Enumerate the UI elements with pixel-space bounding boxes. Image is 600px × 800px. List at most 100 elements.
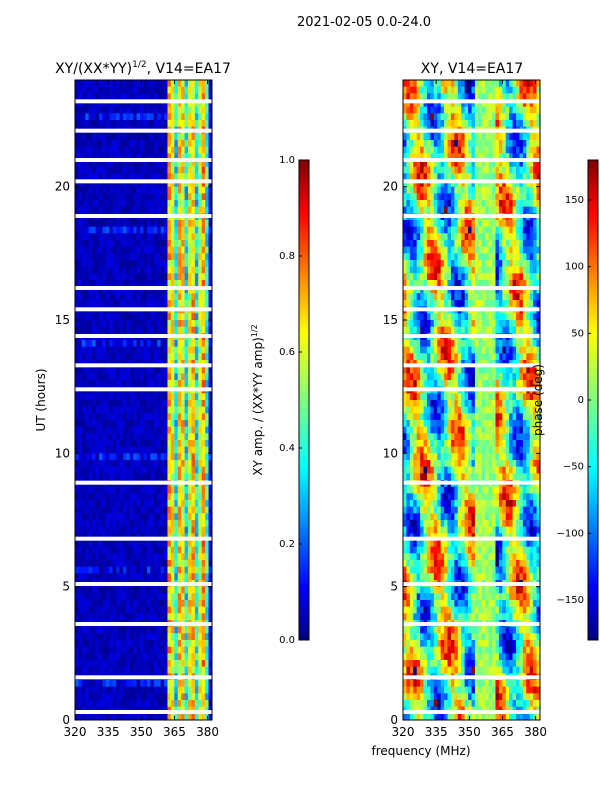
heatmap-cell	[516, 106, 520, 114]
flagged-gap	[75, 99, 212, 104]
heatmap-cell	[201, 226, 206, 234]
heatmap-cell	[191, 600, 196, 608]
heatmap-cell	[143, 160, 148, 168]
heatmap-cell	[95, 266, 100, 274]
heatmap-cell	[157, 646, 162, 654]
heatmap-cell	[150, 653, 155, 661]
heatmap-cell	[92, 140, 97, 148]
heatmap-cell	[447, 246, 452, 254]
heatmap-cell	[102, 86, 107, 94]
heatmap-cell	[160, 586, 165, 594]
heatmap-cell	[109, 286, 114, 294]
heatmap-cell	[95, 513, 100, 521]
heatmap-cell	[102, 293, 107, 301]
heatmap-cell	[464, 146, 469, 154]
heatmap-cell	[78, 433, 83, 441]
heatmap-cell	[119, 640, 124, 648]
heatmap-cell	[495, 133, 500, 141]
heatmap-cell	[88, 286, 93, 294]
heatmap-cell	[444, 120, 449, 128]
heatmap-cell	[201, 646, 206, 654]
heatmap-cell	[194, 713, 199, 720]
heatmap-cell	[174, 633, 179, 641]
heatmap-cell	[98, 206, 103, 214]
heatmap-cell	[75, 660, 79, 668]
heatmap-cell	[88, 426, 93, 434]
heatmap-cell	[170, 273, 175, 281]
heatmap-cell	[509, 240, 514, 248]
heatmap-cell	[116, 220, 121, 228]
heatmap-cell	[167, 593, 172, 601]
heatmap-cell	[474, 166, 479, 174]
heatmap-cell	[146, 100, 151, 108]
heatmap-cell	[188, 113, 192, 121]
heatmap-cell	[140, 113, 144, 121]
heatmap-cell	[181, 713, 186, 720]
heatmap-cell	[150, 380, 155, 388]
heatmap-cell	[81, 520, 86, 528]
heatmap-cell	[177, 526, 182, 534]
heatmap-cell	[85, 573, 90, 581]
heatmap-cell	[78, 646, 83, 654]
heatmap-cell	[181, 346, 186, 354]
heatmap-cell	[105, 526, 110, 534]
heatmap-cell	[444, 106, 449, 114]
heatmap-cell	[157, 513, 162, 521]
heatmap-cell	[406, 233, 411, 241]
heatmap-cell	[201, 373, 206, 381]
heatmap-cell	[129, 180, 134, 188]
heatmap-cell	[198, 193, 203, 201]
heatmap-cell	[81, 586, 86, 594]
heatmap-cell	[129, 173, 134, 181]
heatmap-cell	[92, 86, 97, 94]
heatmap-cell	[78, 500, 83, 508]
heatmap-cell	[454, 160, 459, 168]
heatmap-cell	[191, 86, 196, 94]
heatmap-cell	[112, 293, 117, 301]
heatmap-cell	[122, 453, 127, 461]
heatmap-cell	[102, 413, 107, 421]
heatmap-cell	[201, 86, 206, 94]
heatmap-cell	[194, 646, 199, 654]
heatmap-cell	[116, 153, 121, 161]
heatmap-cell	[140, 660, 144, 668]
heatmap-cell	[406, 160, 411, 168]
heatmap-cell	[433, 266, 438, 274]
heatmap-cell	[157, 166, 162, 174]
heatmap-cell	[177, 226, 182, 234]
heatmap-cell	[170, 173, 175, 181]
heatmap-cell	[516, 153, 520, 161]
heatmap-cell	[92, 546, 97, 554]
heatmap-cell	[153, 573, 158, 581]
heatmap-cell	[447, 160, 452, 168]
heatmap-cell	[406, 193, 411, 201]
heatmap-cell	[85, 566, 90, 574]
heatmap-cell	[81, 146, 86, 154]
heatmap-cell	[102, 313, 107, 321]
heatmap-cell	[153, 100, 158, 108]
heatmap-cell	[450, 153, 455, 161]
heatmap-cell	[450, 206, 455, 214]
heatmap-cell	[198, 560, 203, 568]
heatmap-cell	[112, 513, 117, 521]
heatmap-cell	[102, 233, 107, 241]
heatmap-cell	[81, 460, 86, 468]
heatmap-cell	[133, 540, 138, 548]
heatmap-cell	[198, 320, 203, 328]
heatmap-cell	[433, 220, 438, 228]
heatmap-cell	[133, 186, 138, 194]
heatmap-cell	[519, 253, 524, 261]
heatmap-cell	[201, 253, 206, 261]
heatmap-cell	[191, 640, 196, 648]
heatmap-cell	[98, 440, 103, 448]
heatmap-cell	[492, 133, 496, 141]
heatmap-cell	[143, 526, 148, 534]
heatmap-cell	[205, 566, 210, 574]
heatmap-cell	[416, 140, 421, 148]
heatmap-cell	[191, 246, 196, 254]
heatmap-cell	[140, 666, 144, 674]
heatmap-cell	[174, 540, 179, 548]
heatmap-cell	[201, 460, 206, 468]
heatmap-cell	[112, 280, 117, 288]
heatmap-cell	[78, 173, 83, 181]
